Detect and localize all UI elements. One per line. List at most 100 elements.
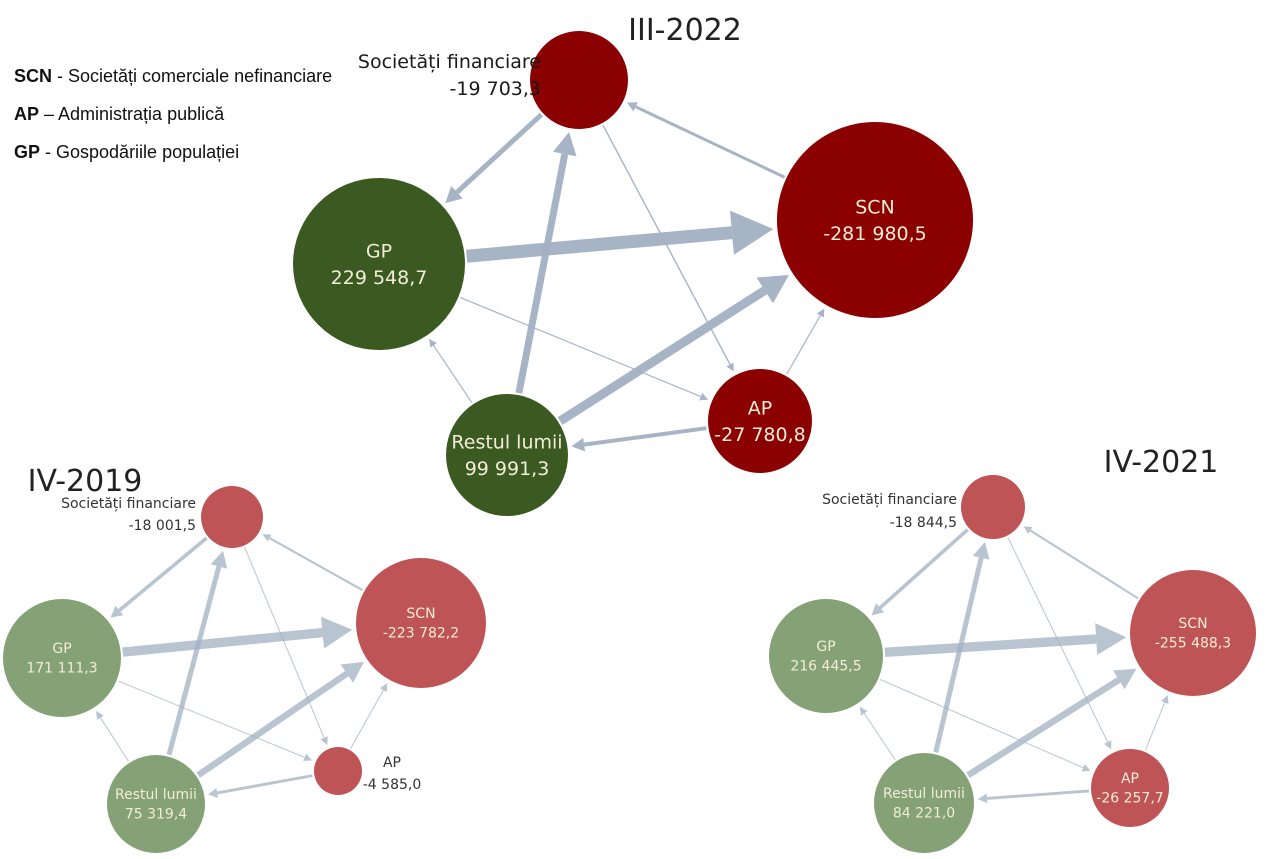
flow-arrow-rl-scn [966, 677, 1121, 778]
arrowhead-scn-sf [1023, 526, 1033, 534]
node-value-rl: 99 991,3 [465, 458, 550, 480]
flow-arrow-rl-scn [196, 670, 349, 778]
flow-arrow-sf-gp [878, 528, 969, 610]
flow-arrow-ap-rl [583, 426, 707, 447]
flow-arrow-ap-rl [986, 789, 1090, 800]
node-sf [530, 31, 628, 129]
flow-arrow-gp-scn [122, 627, 323, 657]
flow-arrow-ap-rl [216, 774, 313, 795]
flow-arrow-ap-scn [350, 689, 384, 749]
arrowhead-rl-scn [340, 661, 365, 683]
flow-arrow-sf-gp [455, 112, 544, 195]
legend-item-ap: AP – Administrația publică [14, 101, 332, 127]
node-value-sf: -19 703,3 [450, 78, 541, 100]
arrowhead-ap-rl [571, 437, 586, 452]
flow-arrow-sf-ap [244, 547, 325, 738]
legend: SCN - Societăți comerciale nefinanciare … [14, 63, 332, 177]
legend-text: - Societăți comerciale nefinanciare [52, 66, 333, 86]
node-ap [1091, 749, 1169, 827]
node-label-ap: AP [1121, 771, 1139, 787]
node-value-gp: 216 445,5 [790, 659, 861, 675]
arrowhead-sf-gp [871, 603, 885, 616]
node-value-gp: 171 111,3 [26, 661, 97, 677]
node-scn [777, 122, 973, 318]
node-value-rl: 84 221,0 [893, 806, 955, 822]
node-label-rl: Restul lumii [883, 786, 965, 802]
arrowhead-ap-scn [1161, 695, 1169, 704]
node-gp [3, 599, 121, 717]
flow-arrow-rl-scn [557, 286, 768, 425]
node-value-sf: -18 844,5 [890, 515, 957, 531]
arrowhead-rl-sf [210, 550, 228, 569]
arrowhead-gp-ap [699, 392, 709, 401]
node-sf [961, 475, 1025, 539]
node-gp [293, 178, 465, 350]
legend-item-gp: GP - Gospodăriile populației [14, 139, 332, 165]
flow-arrows [859, 526, 1169, 804]
legend-abbr: SCN [14, 66, 53, 86]
flow-arrow-scn-sf [1029, 529, 1139, 600]
flow-arrow-sf-ap [602, 124, 731, 365]
node-value-scn: -223 782,2 [383, 626, 459, 642]
panel-main: Societăți financiare -19 703,3 SCN -281 980… [293, 31, 973, 516]
node-label-sf: Societăți financiare [358, 51, 541, 73]
node-label-rl: Restul lumii [451, 431, 562, 453]
node-value-scn: -281 980,5 [823, 223, 927, 245]
flow-arrow-sf-ap [1007, 537, 1109, 743]
flow-arrow-rl-sf [933, 557, 984, 753]
node-rl [107, 755, 205, 853]
arrowhead-rl-sf [972, 542, 990, 560]
node-label-ap: AP [383, 755, 401, 771]
node-ap [314, 747, 362, 795]
flow-arrow-gp-scn [466, 226, 733, 263]
panel-title-right: IV-2021 [1104, 445, 1219, 480]
arrowhead-rl-gp [96, 710, 104, 720]
arrowhead-sf-gp [110, 605, 124, 618]
node-value-rl: 75 319,4 [125, 807, 187, 823]
arrowhead-ap-scn [816, 308, 825, 318]
node-value-sf: -18 001,5 [129, 518, 196, 534]
node-scn [356, 558, 486, 688]
flow-arrow-gp-scn [884, 634, 1097, 657]
legend-item-scn: SCN - Societăți comerciale nefinanciare [14, 63, 332, 89]
flow-arrow-sf-gp [118, 536, 208, 612]
flow-arrows [429, 102, 825, 452]
arrowhead-gp-scn [730, 210, 774, 255]
arrowhead-sf-ap [1104, 740, 1112, 750]
node-label-rl: Restul lumii [115, 787, 197, 803]
arrowhead-ap-rl [208, 788, 219, 798]
node-value-gp: 229 548,7 [331, 267, 428, 289]
flow-arrow-rl-sf [166, 565, 222, 756]
node-gp [769, 599, 883, 713]
node-label-gp: GP [366, 240, 392, 262]
legend-text: - Gospodăriile populației [40, 142, 240, 162]
node-rl [446, 394, 568, 516]
panel-title-left: IV-2019 [28, 464, 143, 499]
node-ap [708, 369, 812, 473]
arrowhead-rl-gp [859, 706, 868, 716]
flow-arrow-ap-scn [1144, 702, 1166, 751]
node-sf [201, 486, 263, 548]
panel-title-main: III-2022 [628, 13, 742, 48]
arrowhead-ap-scn [379, 683, 388, 693]
flow-arrow-scn-sf [268, 537, 364, 592]
flow-arrow-rl-gp [100, 717, 129, 762]
flow-arrow-rl-gp [863, 713, 896, 761]
arrowhead-rl-scn [756, 274, 790, 304]
arrowhead-gp-ap [303, 753, 313, 762]
flow-arrow-scn-sf [634, 105, 786, 179]
node-scn [1130, 570, 1256, 696]
node-label-sf: Societăți financiare [61, 496, 196, 512]
legend-abbr: AP [14, 104, 40, 124]
flow-arrows [96, 534, 388, 798]
node-label-ap: AP [748, 397, 772, 419]
node-label-gp: GP [816, 639, 835, 655]
node-label-scn: SCN [1178, 616, 1207, 632]
arrowhead-sf-ap [320, 736, 328, 746]
node-value-ap: -26 257,7 [1096, 791, 1163, 807]
flow-arrow-gp-ap [879, 679, 1084, 769]
legend-abbr: GP [14, 142, 41, 162]
flow-arrow-gp-ap [118, 680, 305, 758]
node-label-scn: SCN [855, 196, 895, 218]
